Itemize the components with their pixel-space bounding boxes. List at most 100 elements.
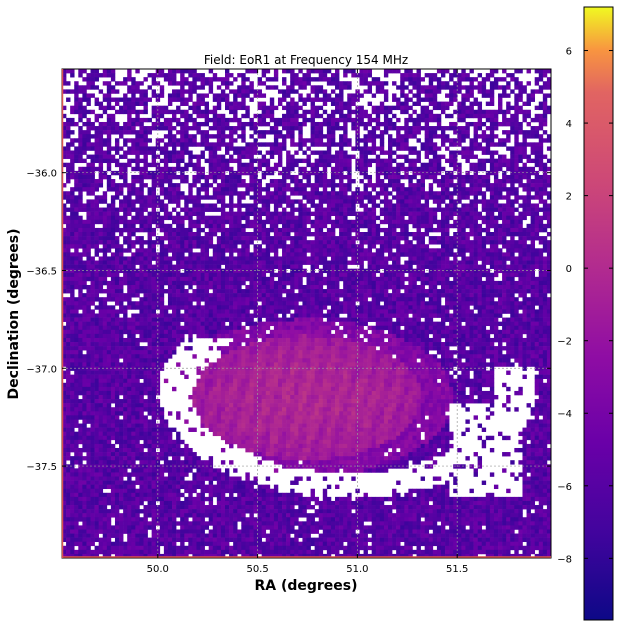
heatmap-cell <box>261 130 267 135</box>
heatmap-cell <box>176 195 181 200</box>
heatmap-cell <box>371 219 377 225</box>
heatmap-cell <box>489 162 495 168</box>
heatmap-cell <box>408 113 413 119</box>
heatmap-cell <box>477 244 483 249</box>
heatmap-cell <box>481 191 487 196</box>
heatmap-cell <box>408 207 413 212</box>
heatmap-cell <box>445 252 450 257</box>
heatmap-cell <box>326 264 332 269</box>
heatmap-cell <box>167 97 173 102</box>
heatmap-cell <box>449 170 454 176</box>
heatmap-cell <box>147 199 152 204</box>
heatmap-cell <box>347 162 352 168</box>
heatmap-cell <box>522 109 527 115</box>
heatmap-cell <box>98 113 104 119</box>
heatmap-cell <box>163 117 169 123</box>
heatmap-cell <box>510 199 515 204</box>
heatmap-cell <box>277 89 283 94</box>
heatmap-cell <box>489 170 495 176</box>
heatmap-cell <box>351 211 356 217</box>
heatmap-cell <box>245 183 250 188</box>
heatmap-cell <box>74 211 79 217</box>
heatmap-cell <box>257 158 262 164</box>
heatmap-cell <box>542 183 548 188</box>
heatmap-cell <box>404 109 409 115</box>
heatmap-cell <box>347 93 352 98</box>
heatmap-cell <box>383 162 389 168</box>
heatmap-cell <box>534 134 540 139</box>
heatmap-cell <box>440 284 446 290</box>
heatmap-cell <box>282 256 287 261</box>
heatmap-cell <box>229 236 234 241</box>
heatmap-cell <box>510 260 515 265</box>
heatmap-cell <box>367 268 373 274</box>
heatmap-cell <box>188 248 193 253</box>
heatmap-cell <box>416 73 421 78</box>
heatmap-cell <box>412 162 417 168</box>
heatmap-cell <box>416 215 421 221</box>
heatmap-cell <box>400 195 405 200</box>
heatmap-cell <box>167 73 173 78</box>
heatmap-cell <box>424 244 430 249</box>
heatmap-cell <box>225 69 230 74</box>
heatmap-cell <box>335 170 340 176</box>
heatmap-cell <box>335 142 340 147</box>
heatmap-cell <box>343 195 348 200</box>
heatmap-cell <box>302 244 307 249</box>
heatmap-cell <box>546 207 551 212</box>
heatmap-cell <box>139 252 144 257</box>
heatmap-cell <box>70 280 75 286</box>
heatmap-cell <box>485 77 491 82</box>
heatmap-cell <box>237 117 242 123</box>
heatmap-cell <box>542 170 548 176</box>
heatmap-cell <box>530 260 536 265</box>
heatmap-cell <box>62 191 67 196</box>
heatmap-cell <box>302 138 307 143</box>
heatmap-cell <box>330 101 336 106</box>
heatmap-cell <box>314 252 320 257</box>
heatmap-cell <box>322 207 328 212</box>
heatmap-cell <box>392 256 397 261</box>
heatmap-cell <box>392 121 397 127</box>
heatmap-cell <box>481 158 487 164</box>
heatmap-cell <box>530 284 536 290</box>
heatmap-cell <box>493 121 499 127</box>
heatmap-cell <box>347 240 352 245</box>
heatmap-cell <box>70 252 75 257</box>
heatmap-cell <box>188 138 193 143</box>
heatmap-cell <box>257 162 262 168</box>
heatmap-cell <box>473 134 478 139</box>
heatmap-cell <box>473 236 478 241</box>
heatmap-cell <box>538 105 544 111</box>
heatmap-cell <box>506 121 511 127</box>
heatmap-cell <box>453 121 458 127</box>
heatmap-cell <box>510 236 515 241</box>
heatmap-cell <box>237 223 242 229</box>
heatmap-cell <box>510 191 515 196</box>
heatmap-cell <box>131 121 136 127</box>
heatmap-cell <box>269 113 275 119</box>
heatmap-cell <box>514 199 519 204</box>
heatmap-cell <box>233 191 238 196</box>
heatmap-cell <box>326 142 332 147</box>
heatmap-cell <box>180 158 185 164</box>
heatmap-cell <box>485 138 491 143</box>
heatmap-cell <box>180 215 185 221</box>
heatmap-cell <box>461 179 466 184</box>
heatmap-cell <box>237 284 242 290</box>
heatmap-cell <box>74 272 79 278</box>
heatmap-cell <box>78 244 83 249</box>
heatmap-cell <box>277 117 283 123</box>
heatmap-cell <box>220 268 226 274</box>
heatmap-cell <box>253 170 258 176</box>
heatmap-cell <box>294 207 299 212</box>
heatmap-cell <box>196 126 201 131</box>
heatmap-cell <box>176 109 181 115</box>
heatmap-cell <box>176 211 181 217</box>
heatmap-cell <box>269 130 275 135</box>
heatmap-cell <box>367 227 373 233</box>
heatmap-cell <box>241 191 246 196</box>
heatmap-cell <box>265 211 271 217</box>
heatmap-cell <box>457 264 462 269</box>
heatmap-cell <box>257 93 262 98</box>
